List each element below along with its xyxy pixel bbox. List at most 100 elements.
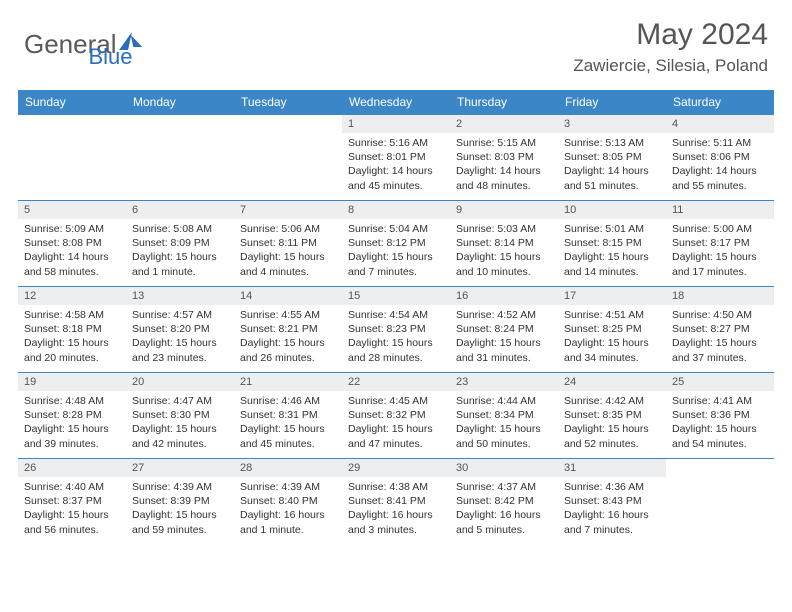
daylight-text: Daylight: 15 hours and 1 minute. bbox=[132, 250, 228, 278]
sunrise-text: Sunrise: 5:13 AM bbox=[564, 136, 660, 150]
sunrise-text: Sunrise: 4:55 AM bbox=[240, 308, 336, 322]
daylight-text: Daylight: 16 hours and 7 minutes. bbox=[564, 508, 660, 536]
day-number: 27 bbox=[126, 459, 234, 477]
sunrise-text: Sunrise: 4:51 AM bbox=[564, 308, 660, 322]
sunset-text: Sunset: 8:23 PM bbox=[348, 322, 444, 336]
sunrise-text: Sunrise: 4:40 AM bbox=[24, 480, 120, 494]
day-number: 13 bbox=[126, 287, 234, 305]
day-number: 29 bbox=[342, 459, 450, 477]
sunset-text: Sunset: 8:41 PM bbox=[348, 494, 444, 508]
day-number: 26 bbox=[18, 459, 126, 477]
daylight-text: Daylight: 15 hours and 50 minutes. bbox=[456, 422, 552, 450]
daylight-text: Daylight: 15 hours and 56 minutes. bbox=[24, 508, 120, 536]
day-header-row: Sunday Monday Tuesday Wednesday Thursday… bbox=[18, 90, 774, 115]
daylight-text: Daylight: 15 hours and 26 minutes. bbox=[240, 336, 336, 364]
calendar-cell: 18Sunrise: 4:50 AMSunset: 8:27 PMDayligh… bbox=[666, 287, 774, 373]
sunrise-text: Sunrise: 4:39 AM bbox=[240, 480, 336, 494]
sunset-text: Sunset: 8:17 PM bbox=[672, 236, 768, 250]
col-thursday: Thursday bbox=[450, 90, 558, 115]
calendar-cell: 26Sunrise: 4:40 AMSunset: 8:37 PMDayligh… bbox=[18, 459, 126, 545]
calendar-cell: 27Sunrise: 4:39 AMSunset: 8:39 PMDayligh… bbox=[126, 459, 234, 545]
day-number: 31 bbox=[558, 459, 666, 477]
day-details: Sunrise: 4:52 AMSunset: 8:24 PMDaylight:… bbox=[450, 305, 558, 370]
daylight-text: Daylight: 15 hours and 28 minutes. bbox=[348, 336, 444, 364]
day-details: Sunrise: 4:44 AMSunset: 8:34 PMDaylight:… bbox=[450, 391, 558, 456]
sunset-text: Sunset: 8:06 PM bbox=[672, 150, 768, 164]
day-details: Sunrise: 5:15 AMSunset: 8:03 PMDaylight:… bbox=[450, 133, 558, 198]
day-number: 14 bbox=[234, 287, 342, 305]
sunset-text: Sunset: 8:42 PM bbox=[456, 494, 552, 508]
day-number: 16 bbox=[450, 287, 558, 305]
day-details: Sunrise: 4:36 AMSunset: 8:43 PMDaylight:… bbox=[558, 477, 666, 542]
day-details: Sunrise: 4:48 AMSunset: 8:28 PMDaylight:… bbox=[18, 391, 126, 456]
daylight-text: Daylight: 15 hours and 59 minutes. bbox=[132, 508, 228, 536]
calendar-cell bbox=[126, 115, 234, 201]
sunset-text: Sunset: 8:24 PM bbox=[456, 322, 552, 336]
sunset-text: Sunset: 8:31 PM bbox=[240, 408, 336, 422]
day-details: Sunrise: 5:03 AMSunset: 8:14 PMDaylight:… bbox=[450, 219, 558, 284]
calendar-cell: 6Sunrise: 5:08 AMSunset: 8:09 PMDaylight… bbox=[126, 201, 234, 287]
day-details: Sunrise: 4:47 AMSunset: 8:30 PMDaylight:… bbox=[126, 391, 234, 456]
sunrise-text: Sunrise: 4:38 AM bbox=[348, 480, 444, 494]
sunrise-text: Sunrise: 4:36 AM bbox=[564, 480, 660, 494]
col-wednesday: Wednesday bbox=[342, 90, 450, 115]
day-details: Sunrise: 5:11 AMSunset: 8:06 PMDaylight:… bbox=[666, 133, 774, 198]
day-details: Sunrise: 5:04 AMSunset: 8:12 PMDaylight:… bbox=[342, 219, 450, 284]
day-number: 20 bbox=[126, 373, 234, 391]
day-details: Sunrise: 5:06 AMSunset: 8:11 PMDaylight:… bbox=[234, 219, 342, 284]
calendar-cell: 14 Sunrise: 4:55 AMSunset: 8:21 PMDayligh… bbox=[234, 287, 342, 373]
day-number: 30 bbox=[450, 459, 558, 477]
calendar-cell: 12Sunrise: 4:58 AMSunset: 8:18 PMDayligh… bbox=[18, 287, 126, 373]
calendar-week: 5Sunrise: 5:09 AMSunset: 8:08 PMDaylight… bbox=[18, 201, 774, 287]
day-number: 7 bbox=[234, 201, 342, 219]
sunset-text: Sunset: 8:05 PM bbox=[564, 150, 660, 164]
sunset-text: Sunset: 8:09 PM bbox=[132, 236, 228, 250]
day-number bbox=[126, 115, 234, 133]
day-details: Sunrise: 4:51 AMSunset: 8:25 PMDaylight:… bbox=[558, 305, 666, 370]
daylight-text: Daylight: 15 hours and 52 minutes. bbox=[564, 422, 660, 450]
day-details: Sunrise: 4:42 AMSunset: 8:35 PMDaylight:… bbox=[558, 391, 666, 456]
day-number: 18 bbox=[666, 287, 774, 305]
sunrise-text: Sunrise: 4:46 AM bbox=[240, 394, 336, 408]
day-details: Sunrise: 4:58 AMSunset: 8:18 PMDaylight:… bbox=[18, 305, 126, 370]
calendar-cell: 21Sunrise: 4:46 AMSunset: 8:31 PMDayligh… bbox=[234, 373, 342, 459]
day-details: Sunrise: 4:39 AMSunset: 8:40 PMDaylight:… bbox=[234, 477, 342, 542]
sunrise-text: Sunrise: 5:04 AM bbox=[348, 222, 444, 236]
calendar-cell: 28Sunrise: 4:39 AMSunset: 8:40 PMDayligh… bbox=[234, 459, 342, 545]
calendar-cell: 29 Sunrise: 4:38 AMSunset: 8:41 PMDayligh… bbox=[342, 459, 450, 545]
sunset-text: Sunset: 8:08 PM bbox=[24, 236, 120, 250]
day-number: 12 bbox=[18, 287, 126, 305]
daylight-text: Daylight: 14 hours and 48 minutes. bbox=[456, 164, 552, 192]
sunset-text: Sunset: 8:36 PM bbox=[672, 408, 768, 422]
calendar-cell: 20Sunrise: 4:47 AMSunset: 8:30 PMDayligh… bbox=[126, 373, 234, 459]
calendar-cell bbox=[234, 115, 342, 201]
sunrise-text: Sunrise: 5:15 AM bbox=[456, 136, 552, 150]
day-number: 24 bbox=[558, 373, 666, 391]
sunrise-text: Sunrise: 4:42 AM bbox=[564, 394, 660, 408]
day-details: Sunrise: 4:37 AMSunset: 8:42 PMDaylight:… bbox=[450, 477, 558, 542]
day-number: 10 bbox=[558, 201, 666, 219]
sunset-text: Sunset: 8:21 PM bbox=[240, 322, 336, 336]
sunset-text: Sunset: 8:25 PM bbox=[564, 322, 660, 336]
col-monday: Monday bbox=[126, 90, 234, 115]
day-details: Sunrise: 5:01 AMSunset: 8:15 PMDaylight:… bbox=[558, 219, 666, 284]
sunset-text: Sunset: 8:15 PM bbox=[564, 236, 660, 250]
day-details: Sunrise: 4:54 AMSunset: 8:23 PMDaylight:… bbox=[342, 305, 450, 370]
daylight-text: Daylight: 15 hours and 4 minutes. bbox=[240, 250, 336, 278]
day-details: Sunrise: 4:45 AMSunset: 8:32 PMDaylight:… bbox=[342, 391, 450, 456]
sunrise-text: Sunrise: 4:58 AM bbox=[24, 308, 120, 322]
day-number: 22 bbox=[342, 373, 450, 391]
day-number: 3 bbox=[558, 115, 666, 133]
daylight-text: Daylight: 14 hours and 51 minutes. bbox=[564, 164, 660, 192]
sunrise-text: Sunrise: 5:06 AM bbox=[240, 222, 336, 236]
sunset-text: Sunset: 8:32 PM bbox=[348, 408, 444, 422]
calendar-week: 12Sunrise: 4:58 AMSunset: 8:18 PMDayligh… bbox=[18, 287, 774, 373]
calendar-cell: 8Sunrise: 5:04 AMSunset: 8:12 PMDaylight… bbox=[342, 201, 450, 287]
day-number: 11 bbox=[666, 201, 774, 219]
sunrise-text: Sunrise: 5:11 AM bbox=[672, 136, 768, 150]
daylight-text: Daylight: 15 hours and 47 minutes. bbox=[348, 422, 444, 450]
calendar-cell: 1Sunrise: 5:16 AMSunset: 8:01 PMDaylight… bbox=[342, 115, 450, 201]
daylight-text: Daylight: 16 hours and 3 minutes. bbox=[348, 508, 444, 536]
col-tuesday: Tuesday bbox=[234, 90, 342, 115]
sunset-text: Sunset: 8:27 PM bbox=[672, 322, 768, 336]
